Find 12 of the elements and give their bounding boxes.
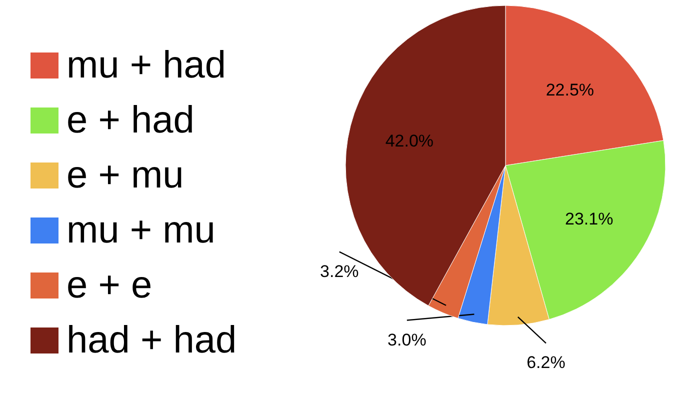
legend-label: e + had: [66, 100, 194, 142]
data-label: 3.0%: [388, 330, 426, 350]
data-label: 22.5%: [546, 80, 594, 100]
legend-label: mu + had: [66, 44, 226, 86]
data-label: 3.2%: [320, 262, 359, 281]
legend-label: e + e: [66, 264, 152, 306]
data-label: 23.1%: [564, 209, 614, 228]
data-label: 6.2%: [526, 353, 566, 372]
legend-label: had + had: [66, 320, 237, 362]
legend-label: e + mu: [66, 154, 184, 196]
legend-label: mu + mu: [66, 210, 216, 252]
data-label: 42.0%: [385, 131, 434, 150]
